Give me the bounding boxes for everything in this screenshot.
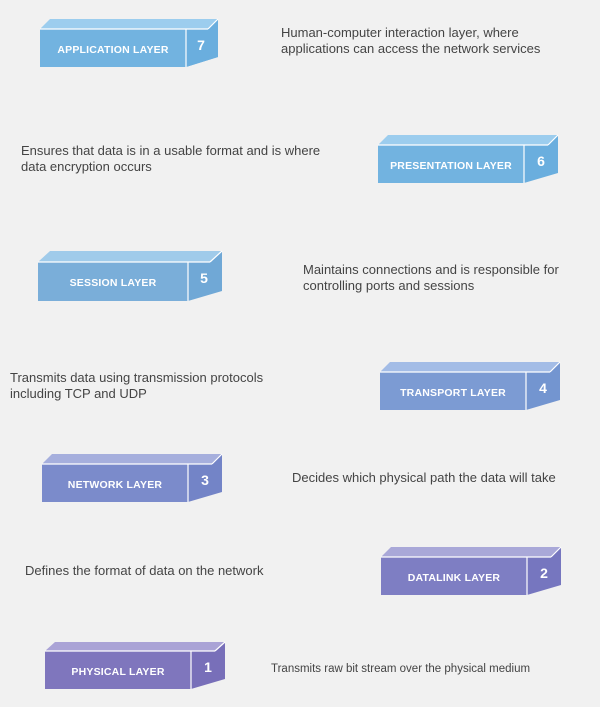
layer-block-network: NETWORK LAYER 3 — [42, 453, 224, 506]
layer-block-presentation: PRESENTATION LAYER 6 — [378, 134, 560, 187]
layer-label: PRESENTATION LAYER — [390, 160, 512, 172]
layer-block-session: SESSION LAYER 5 — [38, 250, 224, 305]
block-front-face — [40, 29, 186, 67]
layer-description: Ensures that data is in a usable format … — [21, 143, 321, 174]
block-top-face — [40, 19, 218, 29]
layer-label: SESSION LAYER — [70, 277, 157, 289]
layer-number: 5 — [200, 270, 208, 286]
layer-number: 6 — [537, 153, 545, 169]
layer-number: 2 — [540, 565, 548, 581]
layer-description: Transmits data using transmission protoc… — [10, 370, 264, 401]
layer-description: Maintains connections and is responsible… — [303, 262, 559, 293]
layer-description: Defines the format of data on the networ… — [25, 563, 264, 578]
layer-block-application: APPLICATION LAYER 7 — [40, 18, 220, 71]
layer-description: Decides which physical path the data wil… — [292, 470, 556, 485]
layer-number: 7 — [197, 37, 205, 53]
layer-label: DATALINK LAYER — [408, 572, 501, 584]
layer-block-datalink: DATALINK LAYER 2 — [381, 546, 563, 599]
layer-number: 3 — [201, 472, 209, 488]
layer-label: TRANSPORT LAYER — [400, 387, 506, 399]
layer-label: NETWORK LAYER — [68, 479, 163, 491]
layer-description: Human-computer interaction layer, where … — [281, 25, 541, 56]
layer-number: 4 — [539, 380, 547, 396]
layer-block-physical: PHYSICAL LAYER 1 — [45, 641, 227, 692]
layer-label: APPLICATION LAYER — [57, 44, 169, 56]
block-number-face — [186, 19, 218, 67]
layer-number: 1 — [204, 659, 212, 675]
layer-block-transport: TRANSPORT LAYER 4 — [380, 361, 562, 414]
layer-label: PHYSICAL LAYER — [71, 666, 164, 678]
layer-description: Transmits raw bit stream over the physic… — [271, 663, 531, 675]
